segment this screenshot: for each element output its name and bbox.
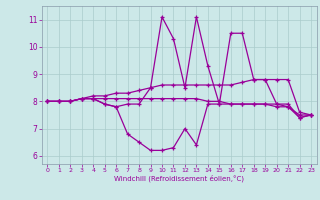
X-axis label: Windchill (Refroidissement éolien,°C): Windchill (Refroidissement éolien,°C): [114, 175, 244, 182]
